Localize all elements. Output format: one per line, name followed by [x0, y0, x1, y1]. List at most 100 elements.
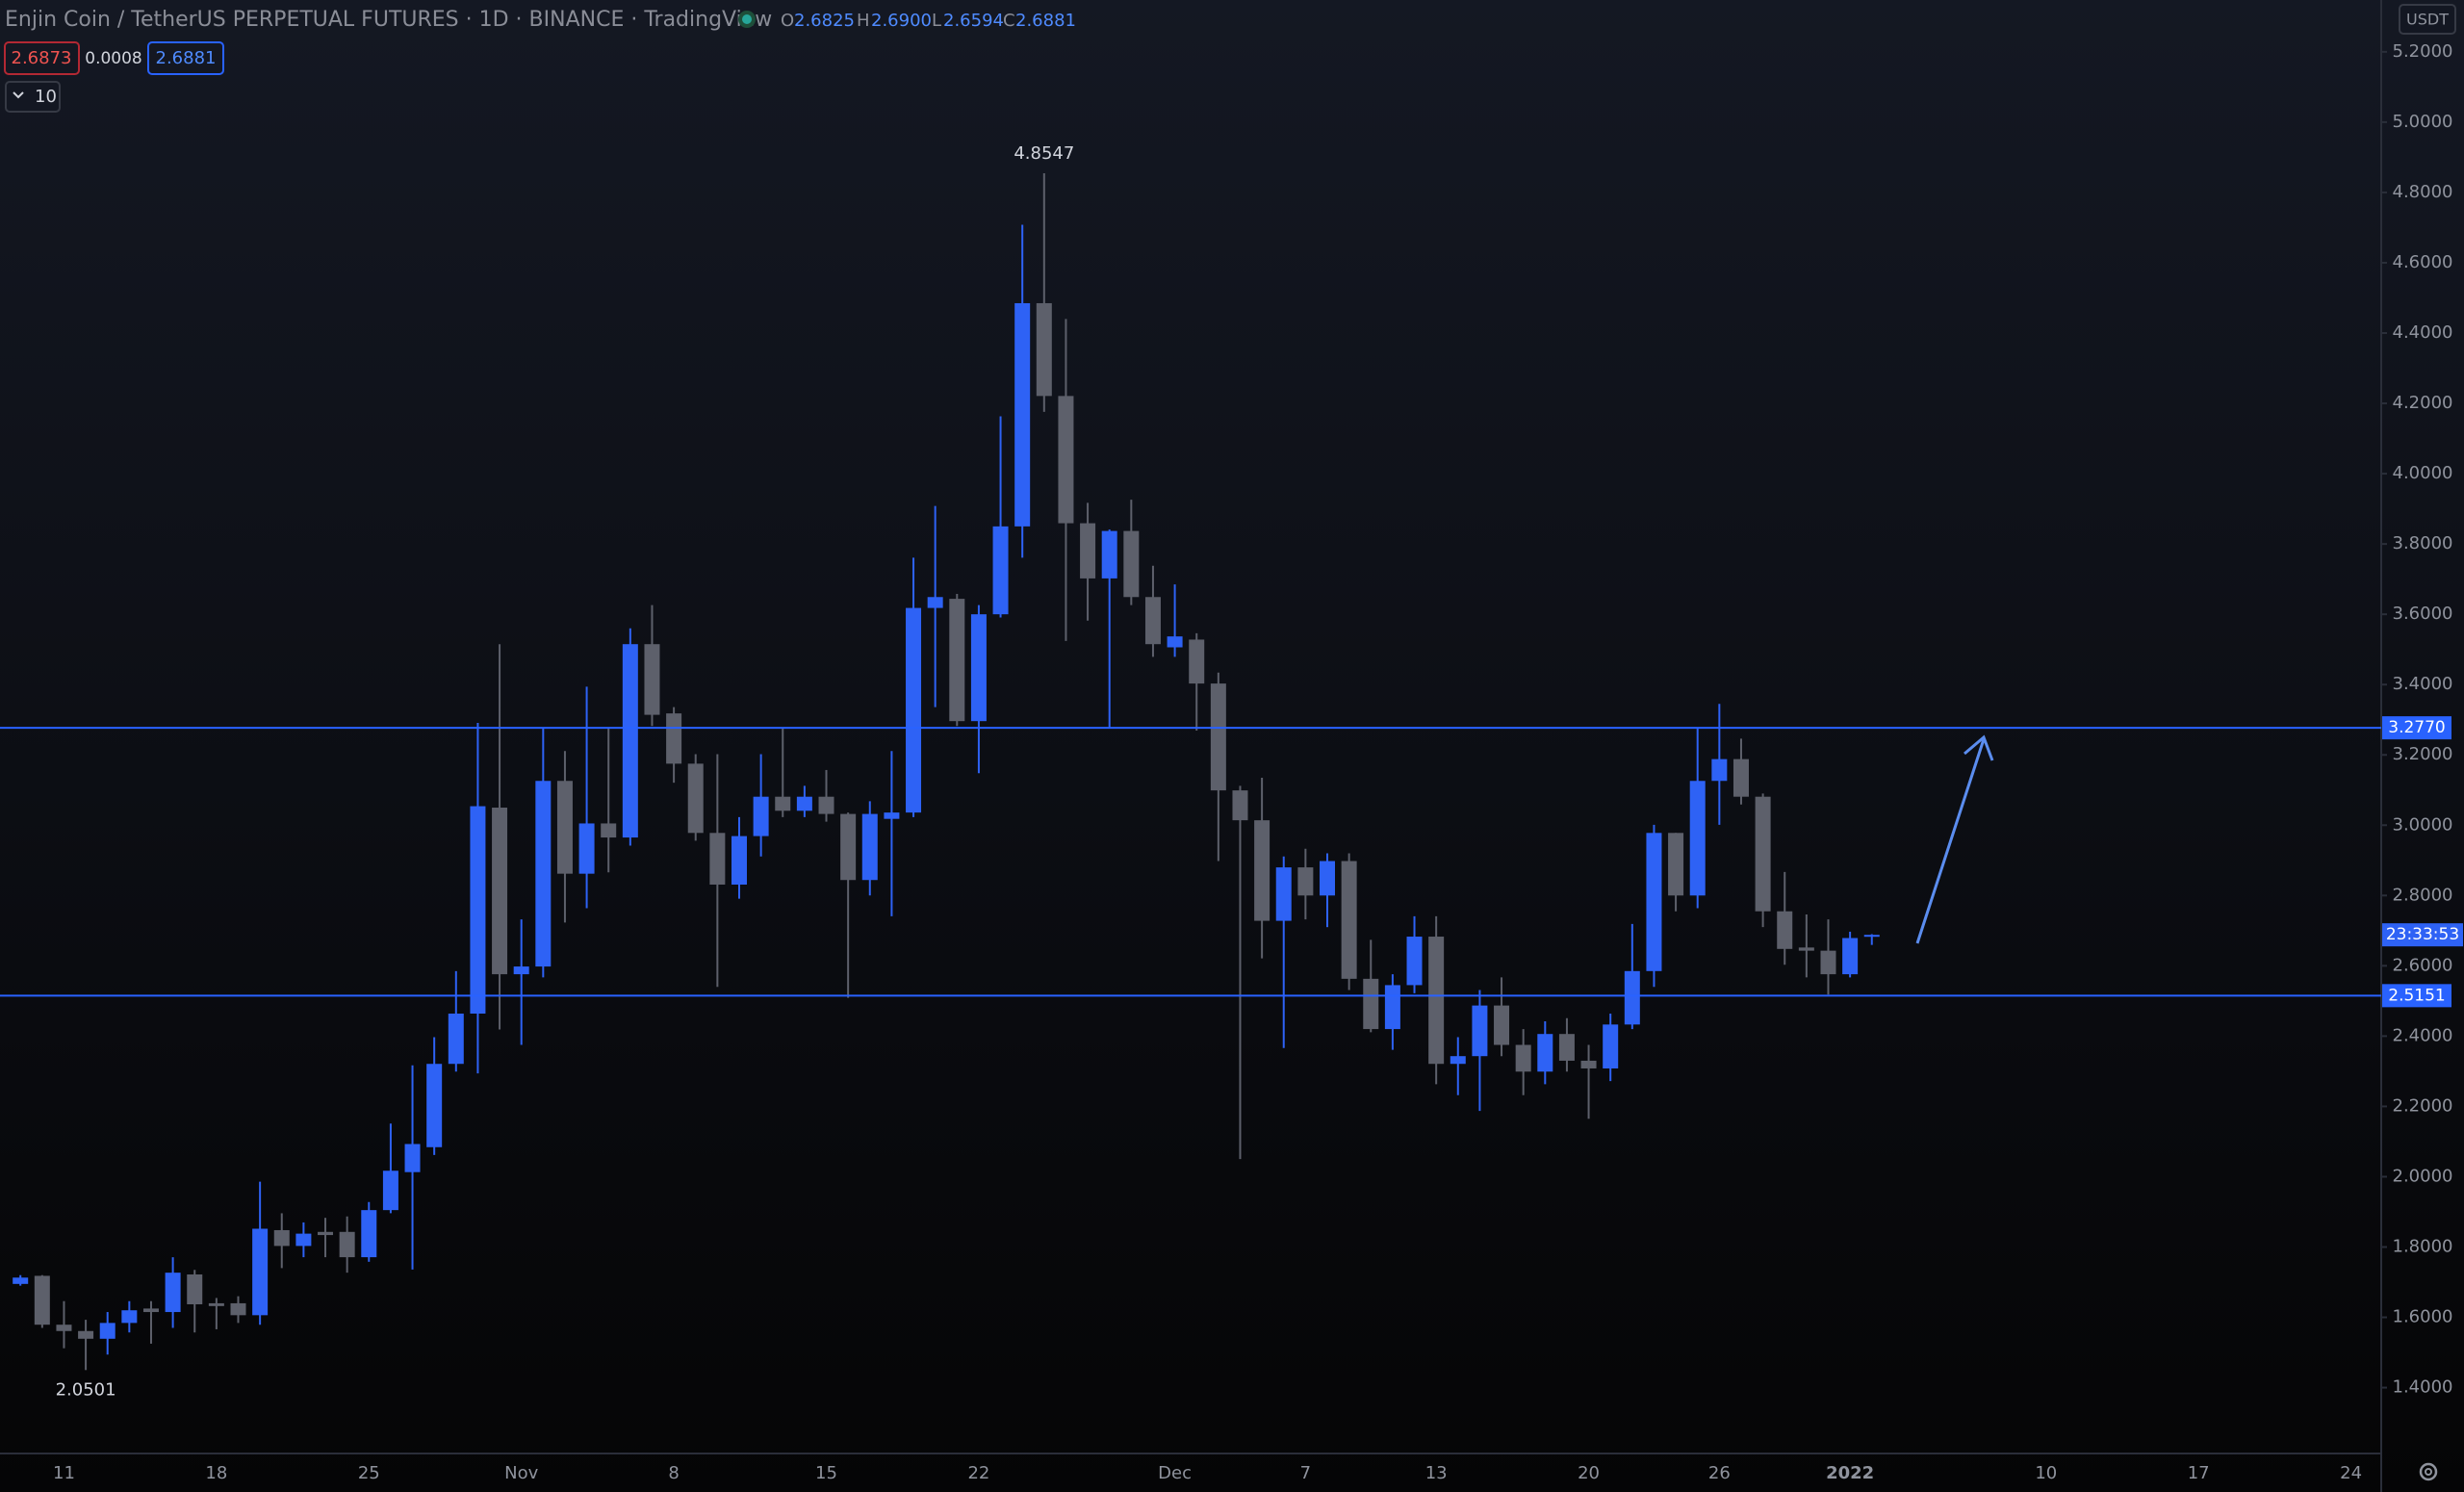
- candle-body: [34, 1275, 50, 1325]
- y-tick-label: 1.4000: [2393, 1377, 2453, 1398]
- candle-body: [578, 823, 595, 874]
- candle-body: [1537, 1034, 1553, 1072]
- candle-body: [339, 1231, 355, 1258]
- low-annotation: 2.0501: [56, 1379, 116, 1400]
- candle-body: [1624, 970, 1640, 1025]
- arrow-shaft: [1915, 738, 1986, 944]
- x-tick-label: 18: [205, 1463, 227, 1483]
- candle-body: [492, 808, 508, 975]
- candle-body: [1232, 790, 1248, 821]
- candle-body: [731, 836, 747, 885]
- candle-body: [949, 599, 965, 722]
- candle-body: [1320, 861, 1335, 896]
- candle-body: [1689, 781, 1706, 896]
- candle-body: [775, 796, 791, 811]
- candle-body: [13, 1277, 29, 1284]
- currency-box[interactable]: [2399, 4, 2456, 35]
- buy-price[interactable]: 2.6881: [156, 48, 217, 68]
- candle-body: [252, 1228, 269, 1316]
- candle-body: [1711, 759, 1728, 782]
- ohlc-value: 2.6825: [794, 11, 855, 31]
- gear-ring[interactable]: [2419, 1462, 2438, 1481]
- y-tick-label: 3.8000: [2393, 533, 2453, 553]
- candle-body: [361, 1210, 377, 1258]
- candle-body: [970, 614, 987, 722]
- sell-box[interactable]: [4, 41, 80, 75]
- candle-body: [121, 1310, 138, 1324]
- sell-price[interactable]: 2.6873: [12, 48, 72, 68]
- x-tick-label: Nov: [504, 1463, 538, 1483]
- gear-hub[interactable]: [2425, 1468, 2432, 1476]
- candle-body: [513, 966, 529, 975]
- candle-body: [992, 526, 1009, 615]
- candle-body: [1363, 978, 1379, 1030]
- candle-body: [1036, 302, 1052, 397]
- x-tick-label: 2022: [1826, 1463, 1874, 1483]
- candle-body: [927, 597, 943, 608]
- x-tick-label: 25: [358, 1463, 380, 1483]
- candle-body: [1732, 759, 1749, 797]
- countdown: 23:33:53: [2386, 925, 2459, 944]
- candle-body: [1428, 937, 1445, 1065]
- y-tick-label: 3.4000: [2393, 674, 2453, 694]
- candle-body: [884, 812, 900, 819]
- x-tick-label: 13: [1425, 1463, 1448, 1483]
- y-tick-label: 2.0000: [2393, 1166, 2453, 1186]
- ohlc-value: 2.6900: [871, 11, 932, 31]
- ohlc-value: 2.6881: [1015, 11, 1076, 31]
- currency[interactable]: USDT: [2406, 11, 2449, 29]
- x-tick-label: 7: [1300, 1463, 1311, 1483]
- x-tick-label: Dec: [1158, 1463, 1192, 1483]
- buy-box[interactable]: [147, 41, 224, 75]
- candle-body: [753, 796, 769, 836]
- indicator-count: 10: [35, 87, 57, 107]
- x-tick-label: 11: [53, 1463, 75, 1483]
- candle-body: [1580, 1060, 1597, 1068]
- candle-body: [1603, 1024, 1619, 1068]
- candle-body: [78, 1330, 94, 1339]
- candle-body: [535, 781, 552, 967]
- candle-body: [382, 1170, 398, 1211]
- y-tick-label: 2.8000: [2393, 885, 2453, 905]
- ohlc-key: C: [1003, 11, 1015, 31]
- candle-body: [142, 1308, 159, 1313]
- y-tick-label: 4.8000: [2393, 182, 2453, 202]
- arrow-head: [1964, 734, 1994, 761]
- y-tick-label: 5.2000: [2393, 41, 2453, 62]
- candle-body: [1842, 938, 1859, 975]
- countdown-box: [2382, 923, 2463, 947]
- x-tick-label: 24: [2340, 1463, 2362, 1483]
- x-tick-label: 22: [967, 1463, 989, 1483]
- candle-body: [1275, 867, 1292, 921]
- candle-body: [1668, 833, 1684, 896]
- candle-body: [1863, 935, 1880, 938]
- candle-body: [1406, 937, 1423, 986]
- candle-body: [187, 1273, 203, 1305]
- candle-body: [1189, 639, 1205, 684]
- x-tick-label: 10: [2035, 1463, 2057, 1483]
- candle-body: [1798, 947, 1814, 951]
- candle-body: [230, 1302, 246, 1316]
- candle-body: [56, 1325, 72, 1331]
- candle-body: [1820, 950, 1836, 975]
- candle-body: [1101, 530, 1117, 579]
- candle-body: [273, 1229, 290, 1247]
- settings-gear[interactable]: [2419, 1462, 2438, 1481]
- candle-body: [1144, 597, 1161, 645]
- candle-body: [318, 1231, 334, 1236]
- candle-body: [1014, 302, 1031, 527]
- candle-body: [1123, 530, 1140, 598]
- y-tick-label: 2.2000: [2393, 1095, 2453, 1116]
- candle-body: [1450, 1056, 1466, 1065]
- candle-body: [601, 823, 617, 838]
- status-dot: [742, 14, 752, 24]
- x-tick-label: 26: [1708, 1463, 1731, 1483]
- y-tick-label: 4.2000: [2393, 393, 2453, 413]
- candle-body: [1515, 1044, 1531, 1072]
- indicator-toggle[interactable]: [5, 81, 61, 113]
- candle-body: [906, 607, 922, 813]
- candle-body: [666, 713, 682, 764]
- candle-body: [1254, 820, 1270, 921]
